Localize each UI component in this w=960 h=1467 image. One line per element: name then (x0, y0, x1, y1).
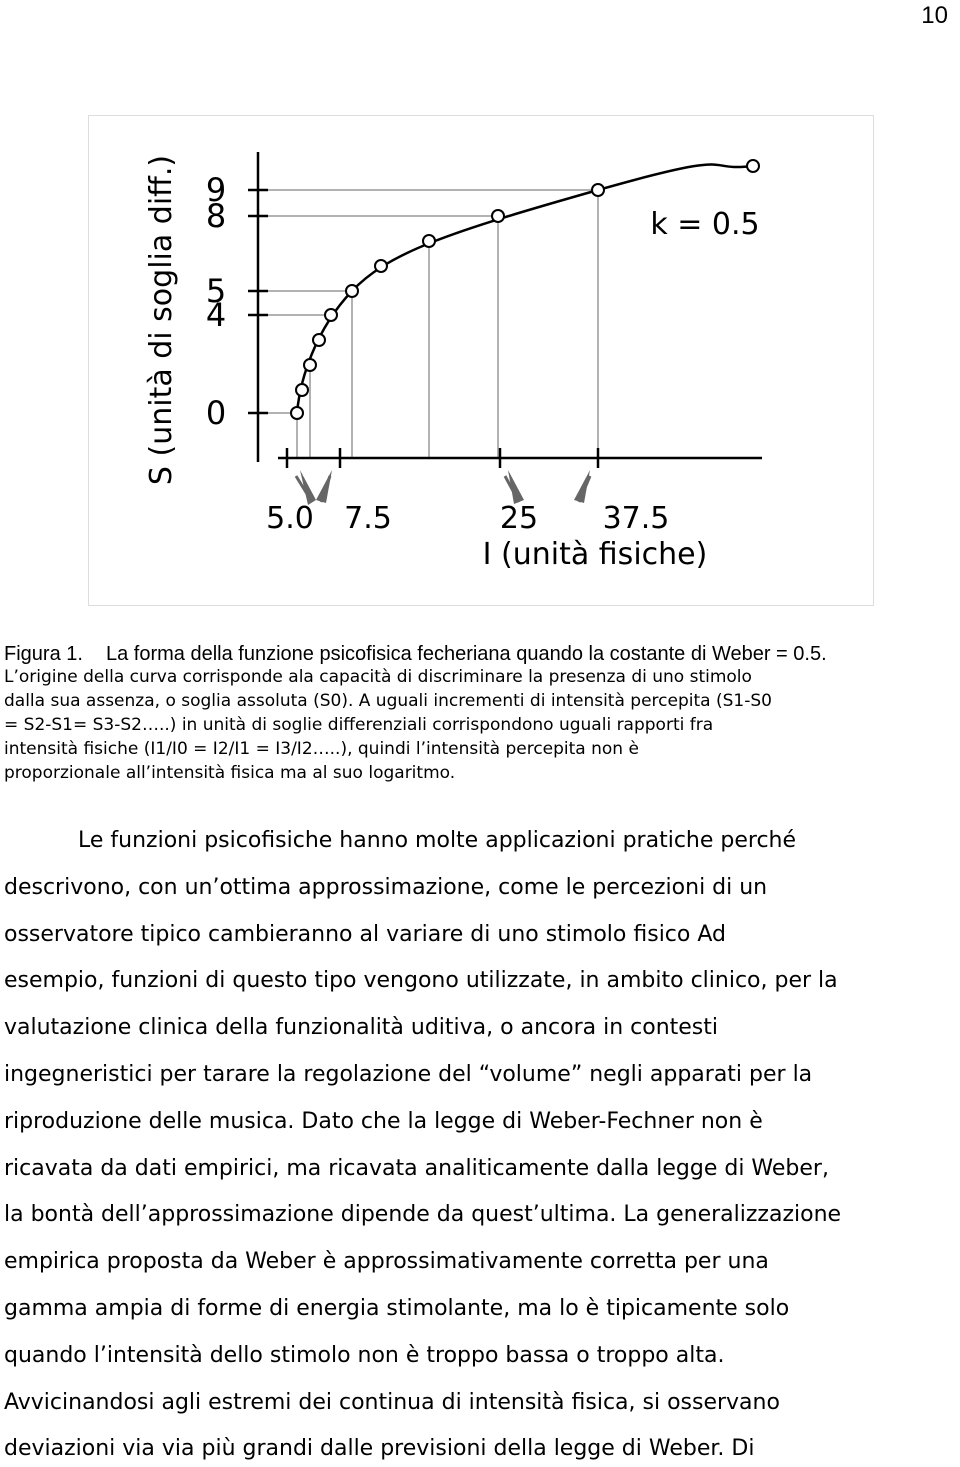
body-line: Avvicinandosi agli estremi dei continua … (4, 1389, 780, 1415)
caption-line: intensità fisiche (I1/I0 = I2/I1 = I3/I2… (4, 739, 639, 759)
body-line: descrivono, con un’ottima approssimazion… (4, 874, 768, 900)
body-line: empirica proposta da Weber è approssimat… (4, 1249, 769, 1275)
body-line: la bontà dell’approssimazione dipende da… (4, 1202, 842, 1228)
caption-line: proporzionale all’intensità fisica ma al… (4, 763, 456, 783)
caption-line: L’origine della curva corrisponde ala ca… (4, 667, 752, 687)
y-tick-label: 5 (206, 272, 226, 310)
x-tick-label: 25 (500, 501, 538, 536)
body-line: quando l’intensità dello stimolo non è t… (4, 1342, 725, 1368)
y-tick-label: 8 (206, 197, 226, 235)
caption-line: dalla sua assenza, o soglia assoluta (S0… (4, 691, 772, 711)
body-line: valutazione clinica della funzionalità u… (4, 1015, 719, 1041)
y-tick-label: 9 (206, 171, 226, 209)
x-tick-label: 37.5 (603, 501, 670, 536)
x-tick-label: 7.5 (344, 501, 392, 536)
body-line: riproduzione delle musica. Dato che la l… (4, 1108, 763, 1134)
body-line: ingegneristici per tarare la regolazione… (4, 1062, 813, 1087)
y-tick-label: 0 (206, 394, 226, 432)
caption-label: Figura 1. (4, 643, 83, 665)
body-line: esempio, funzioni di questo tipo vengono… (4, 968, 838, 994)
y-axis-label: S (unità di soglia diff.) (144, 155, 179, 485)
x-axis-label: I (unità fisiche) (483, 537, 708, 572)
caption-line: La forma della funzione psicofisica fech… (106, 643, 827, 665)
body-line: deviazioni via via più grandi dalle prev… (4, 1436, 755, 1462)
y-tick-label: 4 (206, 296, 226, 334)
body-line: Le funzioni psicofisiche hanno molte app… (78, 828, 797, 853)
annotation: k = 0.5 (650, 207, 759, 242)
x-tick-label: 5.0 (266, 501, 314, 536)
caption-line: = S2-S1= S3-S2…..) in unità di soglie di… (4, 715, 714, 735)
body-line: osservatore tipico cambieranno al variar… (4, 921, 726, 947)
body-line: gamma ampia di forme di energia stimolan… (4, 1296, 790, 1321)
body-line: ricavata da dati empirici, ma ricavata a… (4, 1155, 829, 1181)
page-number: 10 (921, 2, 948, 29)
figure: 98 54 0 5.0 7.5 25 37.5I (unità fisiche) S (uni… (88, 115, 874, 606)
